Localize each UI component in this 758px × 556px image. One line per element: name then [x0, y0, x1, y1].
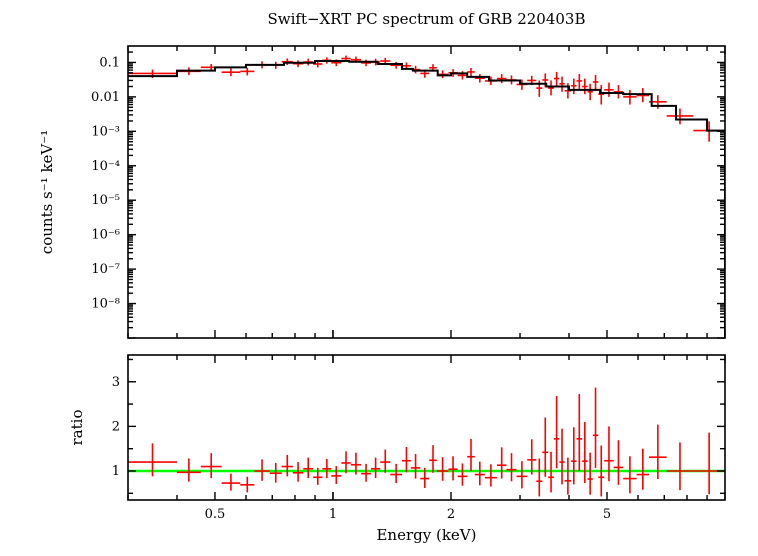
y-tick-label-top: 10⁻⁶ — [91, 228, 120, 243]
y-tick-label-top: 10⁻³ — [91, 124, 120, 139]
y-tick-label-top: 0.1 — [99, 55, 120, 70]
y-axis-label-bottom: ratio — [68, 410, 86, 446]
y-tick-label-top: 0.01 — [91, 90, 120, 105]
y-tick-label-top: 10⁻⁸ — [91, 297, 120, 312]
chart-title: Swift−XRT PC spectrum of GRB 220403B — [267, 10, 585, 28]
x-tick-label: 2 — [447, 507, 455, 522]
y-tick-label-top: 10⁻⁴ — [91, 159, 120, 174]
x-tick-label: 1 — [329, 507, 337, 522]
y-axis-label-top: counts s⁻¹ keV⁻¹ — [38, 130, 56, 254]
x-tick-label: 5 — [603, 507, 611, 522]
y-tick-label-top: 10⁻⁷ — [91, 262, 120, 277]
x-axis-label: Energy (keV) — [376, 526, 476, 544]
x-tick-label: 0.5 — [205, 507, 226, 522]
y-tick-label-bottom: 3 — [112, 375, 120, 390]
y-tick-label-bottom: 1 — [112, 464, 120, 479]
y-tick-label-bottom: 2 — [112, 419, 120, 434]
y-tick-label-top: 10⁻⁵ — [91, 193, 120, 208]
spectrum-plot: Swift−XRT PC spectrum of GRB 220403B 0.5 1… — [0, 0, 758, 556]
